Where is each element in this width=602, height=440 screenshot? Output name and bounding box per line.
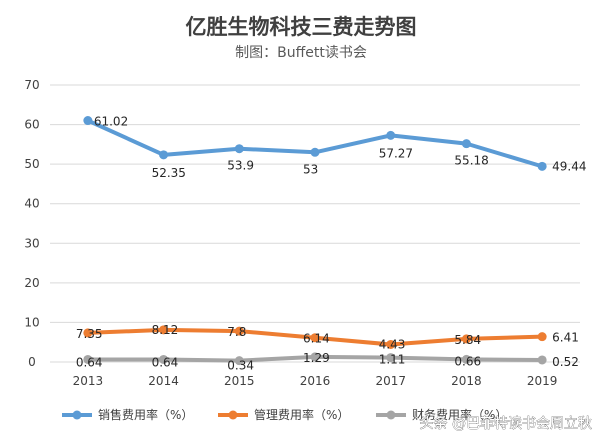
legend-marker-2 [386,410,396,420]
x-tick-label: 2013 [73,374,104,388]
data-label: 4.43 [379,337,406,351]
data-label: 5.84 [454,333,481,347]
x-tick-label: 2014 [148,374,179,388]
data-point [159,325,169,335]
series-0: 61.02 52.35 53.9 53 57.27 55.18 49.44 [83,115,587,180]
data-label: 1.11 [379,353,406,367]
data-point [159,354,169,364]
legend-item-2: 财务费用率（%） [376,407,507,422]
y-tick-label: 0 [28,355,36,369]
data-label: 7.35 [76,327,103,341]
data-point [386,339,396,349]
data-point [234,356,244,366]
data-label: 6.14 [303,332,330,346]
chart-title: 亿胜生物科技三费走势图 [186,14,417,39]
legend-marker-1 [228,410,238,420]
data-point [310,333,320,343]
data-point [537,355,547,365]
data-label: 0.64 [152,355,179,369]
data-label: 55.18 [454,154,488,168]
y-tick-label: 60 [24,118,39,132]
x-tick-label: 2018 [451,374,482,388]
series-2: 0.64 0.64 0.34 1.29 1.11 0.66 0.52 [76,351,579,373]
legend-item-0: 销售费用率（%） [62,407,193,422]
y-tick-label: 50 [24,157,39,171]
data-point [234,144,244,154]
x-tick-label: 2017 [375,374,406,388]
x-tick-label: 2016 [300,374,331,388]
data-label: 0.64 [76,355,103,369]
data-label: 1.29 [303,351,330,365]
data-point [83,116,93,126]
data-point [537,332,547,342]
y-tick-label: 40 [24,197,39,211]
x-tick-label: 2015 [224,374,255,388]
watermark-text: 头条 @巴菲特读书会周立秋 [420,415,592,432]
data-point [537,161,547,171]
data-point [83,354,93,364]
data-label: 53 [303,162,318,176]
data-point [83,328,93,338]
series-1: 7.35 8.12 7.8 6.14 4.43 5.84 6.41 [76,323,579,352]
data-point [386,353,396,363]
x-tick-label: 2019 [527,374,558,388]
gridlines [50,84,580,363]
data-point [461,139,471,149]
legend-item-1: 管理费用率（%） [218,407,349,422]
data-label: 0.52 [552,355,579,369]
legend-label-2: 财务费用率（%） [412,407,507,422]
data-point [234,326,244,336]
chart-subtitle: 制图：Buffett读书会 [235,44,367,61]
data-point [159,150,169,160]
legend: 销售费用率（%） 管理费用率（%） 财务费用率（%） [62,407,507,422]
data-label: 57.27 [379,146,413,160]
y-tick-label: 70 [24,78,39,92]
data-label: 53.9 [227,159,254,173]
y-tick-label: 20 [24,276,39,290]
data-label: 0.34 [227,359,254,373]
data-point [461,334,471,344]
y-axis-ticks: 0 10 20 30 40 50 60 70 [24,78,39,369]
data-label: 49.44 [552,159,586,173]
data-label: 8.12 [152,323,179,337]
data-label: 6.41 [552,331,579,345]
data-label: 52.35 [152,166,186,180]
y-tick-label: 30 [24,236,39,250]
data-point [386,130,396,140]
data-point [310,352,320,362]
data-point [461,354,471,364]
legend-label-1: 管理费用率（%） [254,407,349,422]
data-label: 0.66 [454,354,481,368]
data-label: 61.02 [94,115,128,129]
y-tick-label: 10 [24,315,39,329]
x-axis-ticks: 2013 2014 2015 2016 2017 2018 2019 [73,374,558,388]
data-label: 7.8 [227,325,246,339]
data-point [310,147,320,157]
legend-label-0: 销售费用率（%） [98,407,193,422]
legend-marker-0 [72,410,82,420]
